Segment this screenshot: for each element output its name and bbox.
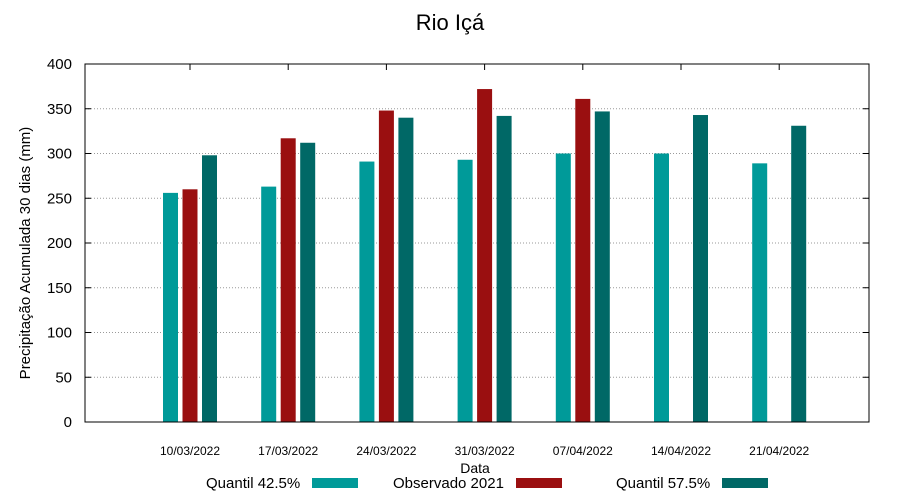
legend-swatch-quantil-42 bbox=[312, 478, 359, 489]
bar-1-6 bbox=[654, 153, 669, 422]
bar-2-1 bbox=[182, 189, 198, 422]
bar-2-4 bbox=[477, 89, 493, 422]
ytick-label-50: 50 bbox=[55, 369, 72, 386]
bar-1-5 bbox=[555, 153, 571, 422]
ytick-label-250: 250 bbox=[47, 190, 72, 207]
xtick-label-6: 14/04/2022 bbox=[651, 444, 711, 458]
legend-item-quantil-57: Quantil 57.5% bbox=[616, 474, 769, 494]
legend-label-quantil-42: Quantil 42.5% bbox=[206, 474, 301, 492]
y-axis-label: Precipitação Acumulada 30 dias (mm) bbox=[17, 127, 34, 380]
ytick-label-350: 350 bbox=[47, 101, 72, 118]
bar-1-3 bbox=[359, 161, 375, 422]
legend-swatch-quantil-57 bbox=[722, 478, 769, 489]
bar-3-4 bbox=[496, 115, 512, 422]
legend-item-observado-2021: Observado 2021 bbox=[393, 474, 562, 494]
bar-1-1 bbox=[163, 192, 178, 422]
legend-item-quantil-42: Quantil 42.5% bbox=[206, 474, 359, 494]
bar-1-7 bbox=[752, 163, 768, 422]
legend-swatch-observado-2021 bbox=[515, 478, 562, 489]
ytick-label-400: 400 bbox=[47, 56, 72, 73]
bar-2-5 bbox=[575, 98, 591, 422]
bar-3-2 bbox=[300, 142, 316, 422]
bar-3-6 bbox=[693, 115, 708, 422]
ytick-label-0: 0 bbox=[64, 414, 72, 431]
xtick-label-7: 21/04/2022 bbox=[749, 444, 809, 458]
ytick-label-300: 300 bbox=[47, 146, 72, 163]
xtick-label-1: 10/03/2022 bbox=[160, 444, 220, 458]
xtick-label-3: 24/03/2022 bbox=[356, 444, 416, 458]
bar-3-7 bbox=[791, 125, 807, 422]
bar-1-4 bbox=[457, 159, 473, 422]
ytick-label-150: 150 bbox=[47, 280, 72, 297]
bar-3-1 bbox=[202, 155, 217, 423]
legend-label-quantil-57: Quantil 57.5% bbox=[616, 474, 711, 492]
xtick-label-5: 07/04/2022 bbox=[553, 444, 613, 458]
chart-title: Rio Içá bbox=[415, 10, 485, 35]
bar-2-3 bbox=[378, 110, 394, 422]
x-axis-label: Data bbox=[460, 460, 490, 476]
xtick-label-2: 17/03/2022 bbox=[258, 444, 318, 458]
bar-1-2 bbox=[261, 186, 277, 422]
bar-3-3 bbox=[398, 117, 414, 422]
xtick-label-4: 31/03/2022 bbox=[455, 444, 515, 458]
bar-2-2 bbox=[280, 138, 296, 422]
ytick-label-100: 100 bbox=[47, 325, 72, 342]
legend-label-observado-2021: Observado 2021 bbox=[393, 474, 504, 492]
bar-3-5 bbox=[594, 111, 610, 422]
ytick-label-200: 200 bbox=[47, 235, 72, 252]
plot-area-border bbox=[84, 63, 870, 423]
